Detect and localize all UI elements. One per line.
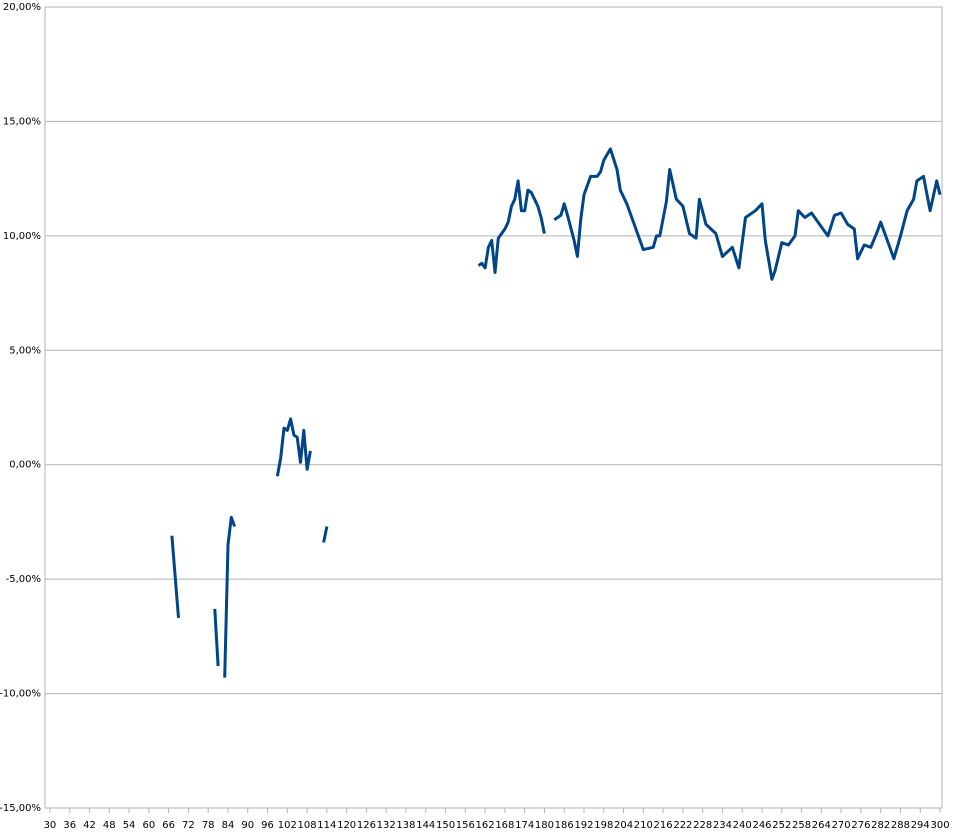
- x-tick-label: 96: [261, 820, 274, 831]
- x-tick-label: 42: [83, 820, 96, 831]
- x-tick-label: 258: [792, 820, 811, 831]
- x-tick-label: 210: [634, 820, 653, 831]
- y-tick-label: 20,00%: [3, 2, 41, 13]
- x-tick-label: 228: [693, 820, 712, 831]
- x-tick-label: 192: [574, 820, 593, 831]
- x-tick-label: 138: [396, 820, 415, 831]
- x-tick-label: 120: [337, 820, 356, 831]
- x-tick-label: 264: [812, 820, 831, 831]
- x-tick-label: 108: [298, 820, 317, 831]
- x-tick-label: 246: [752, 820, 771, 831]
- x-tick-label: 222: [673, 820, 692, 831]
- y-tick-label: -5,00%: [6, 574, 41, 585]
- x-tick-label: 198: [594, 820, 613, 831]
- y-tick-label: 15,00%: [3, 116, 41, 127]
- x-tick-label: 36: [63, 820, 76, 831]
- x-tick-label: 168: [495, 820, 514, 831]
- x-tick-label: 180: [535, 820, 554, 831]
- x-tick-label: 234: [713, 820, 732, 831]
- plot-border: [44, 6, 943, 809]
- x-tick-label: 174: [515, 820, 534, 831]
- y-tick-label: 10,00%: [3, 231, 41, 242]
- x-tick-label: 54: [123, 820, 136, 831]
- y-tick-label: -10,00%: [0, 689, 41, 700]
- y-tick-label: 5,00%: [9, 345, 41, 356]
- x-tick-label: 282: [871, 820, 890, 831]
- y-tick-label: -15,00%: [0, 803, 41, 814]
- x-tick-label: 84: [222, 820, 235, 831]
- x-tick-label: 240: [733, 820, 752, 831]
- x-tick-label: 186: [555, 820, 574, 831]
- x-tick-label: 90: [241, 820, 254, 831]
- x-tick-label: 78: [202, 820, 215, 831]
- x-tick-label: 102: [278, 820, 297, 831]
- x-tick-label: 294: [911, 820, 930, 831]
- x-tick-label: 276: [851, 820, 870, 831]
- x-tick-label: 30: [44, 820, 57, 831]
- x-tick-label: 288: [891, 820, 910, 831]
- x-tick-label: 132: [377, 820, 396, 831]
- x-tick-label: 300: [930, 820, 949, 831]
- x-tick-label: 156: [456, 820, 475, 831]
- x-tick-label: 126: [357, 820, 376, 831]
- x-tick-label: 114: [317, 820, 336, 831]
- data-line: [170, 147, 942, 678]
- y-tick-label: 0,00%: [9, 460, 41, 471]
- x-tick-label: 66: [162, 820, 175, 831]
- x-tick-label: 72: [182, 820, 195, 831]
- x-tick-label: 48: [103, 820, 116, 831]
- x-tick-label: 270: [832, 820, 851, 831]
- x-tick-label: 162: [476, 820, 495, 831]
- x-tick-label: 144: [416, 820, 435, 831]
- x-tick-label: 60: [142, 820, 155, 831]
- x-tick-label: 204: [614, 820, 633, 831]
- x-tick-label: 216: [654, 820, 673, 831]
- x-tick-label: 150: [436, 820, 455, 831]
- x-tick-label: 252: [772, 820, 791, 831]
